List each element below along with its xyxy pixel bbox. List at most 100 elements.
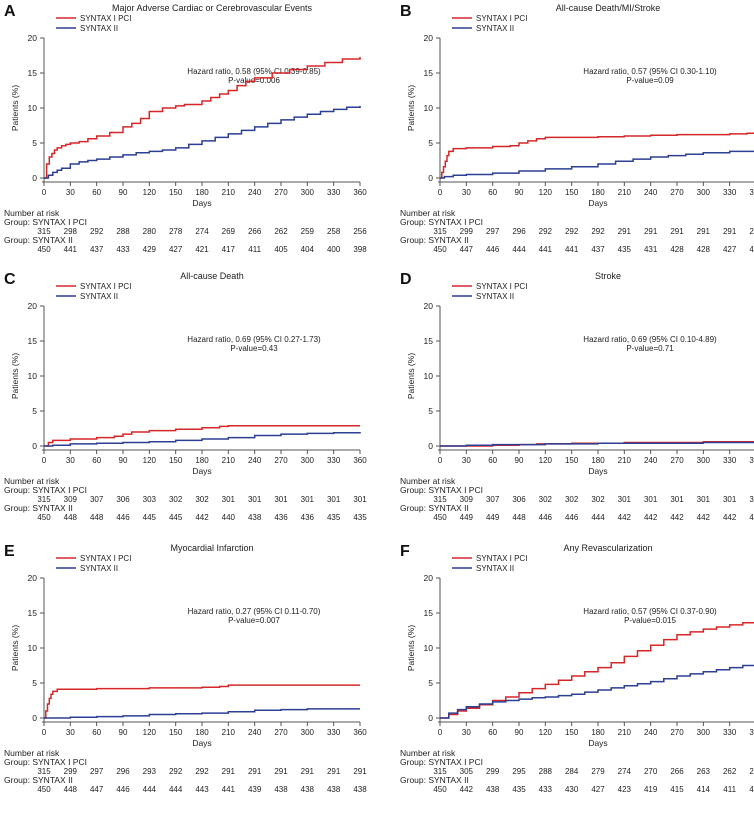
risk-count-syntax2: 442 — [644, 513, 658, 522]
risk-count-syntax2: 438 — [301, 785, 315, 794]
x-tick-label: 60 — [488, 728, 497, 737]
risk-count-syntax2: 444 — [512, 245, 526, 254]
hazard-ratio-text: Hazard ratio, 0.69 (95% CI 0.10-4.89) — [583, 335, 717, 344]
risk-count-syntax2: 438 — [327, 785, 341, 794]
y-tick-label: 5 — [32, 678, 37, 688]
x-tick-label: 90 — [119, 456, 128, 465]
risk-group-pci: Group: SYNTAX I PCI — [400, 757, 483, 767]
risk-count-pci: 301 — [723, 495, 737, 504]
x-tick-label: 180 — [195, 188, 209, 197]
panel-c: C All-cause Death 0 5 10 15 20 0 30 60 90 120 150 180… — [4, 271, 367, 522]
risk-count-pci: 301 — [222, 495, 236, 504]
x-tick-label: 30 — [66, 188, 75, 197]
risk-count-pci: 295 — [512, 767, 526, 776]
risk-count-syntax2: 447 — [90, 785, 104, 794]
risk-count-pci: 291 — [274, 767, 288, 776]
y-tick-label: 20 — [28, 573, 38, 583]
x-tick-label: 330 — [723, 728, 737, 737]
y-tick-label: 0 — [32, 173, 37, 183]
risk-count-pci: 291 — [248, 767, 262, 776]
risk-count-pci: 292 — [90, 227, 104, 236]
risk-count-syntax2: 449 — [486, 513, 500, 522]
x-tick-label: 150 — [565, 728, 579, 737]
x-tick-label: 240 — [644, 728, 658, 737]
x-tick-label: 270 — [274, 456, 288, 465]
risk-count-syntax2: 443 — [195, 785, 209, 794]
y-tick-label: 0 — [428, 173, 433, 183]
risk-count-pci: 307 — [486, 495, 500, 504]
x-tick-label: 300 — [301, 728, 315, 737]
risk-count-syntax2: 423 — [618, 785, 632, 794]
x-tick-label: 270 — [670, 188, 684, 197]
km-curve-syntax2 — [440, 441, 754, 447]
km-curve-syntax2 — [44, 708, 360, 719]
x-tick-label: 30 — [462, 728, 471, 737]
x-tick-label: 360 — [353, 728, 367, 737]
panel-letter: E — [4, 543, 15, 560]
y-tick-label: 0 — [32, 441, 37, 451]
risk-count-pci: 302 — [539, 495, 553, 504]
risk-count-syntax2: 427 — [723, 245, 737, 254]
risk-table-title: Number at risk — [4, 208, 60, 218]
risk-count-syntax2: 441 — [565, 245, 579, 254]
risk-count-syntax2: 428 — [670, 245, 684, 254]
risk-count-pci: 258 — [327, 227, 341, 236]
risk-count-syntax2: 450 — [37, 785, 51, 794]
x-tick-label: 270 — [274, 728, 288, 737]
risk-count-pci: 297 — [486, 227, 500, 236]
x-tick-label: 0 — [42, 456, 47, 465]
risk-count-syntax2: 449 — [460, 513, 474, 522]
risk-count-pci: 305 — [460, 767, 474, 776]
x-tick-label: 210 — [618, 728, 632, 737]
risk-count-syntax2: 438 — [353, 785, 367, 794]
risk-count-syntax2: 450 — [433, 513, 447, 522]
y-axis-label: Patients (%) — [406, 353, 416, 399]
chart-title: Myocardial Infarction — [170, 543, 253, 553]
risk-count-pci: 301 — [618, 495, 632, 504]
risk-count-syntax2: 445 — [143, 513, 157, 522]
risk-count-pci: 279 — [591, 767, 605, 776]
x-tick-label: 330 — [327, 728, 341, 737]
km-curve-syntax2 — [44, 105, 361, 179]
y-tick-label: 0 — [428, 441, 433, 451]
x-tick-label: 300 — [301, 188, 315, 197]
risk-count-pci: 298 — [64, 227, 78, 236]
risk-count-syntax2: 446 — [539, 513, 553, 522]
risk-count-syntax2: 427 — [169, 245, 183, 254]
risk-count-syntax2: 442 — [723, 513, 737, 522]
x-tick-label: 90 — [515, 728, 524, 737]
panel-letter: D — [400, 271, 412, 288]
risk-count-pci: 309 — [460, 495, 474, 504]
risk-count-pci: 302 — [591, 495, 605, 504]
risk-group-pci: Group: SYNTAX I PCI — [4, 485, 87, 495]
x-tick-label: 360 — [749, 188, 754, 197]
hazard-ratio-text: Hazard ratio, 0.27 (95% CI 0.11-0.70) — [188, 607, 321, 616]
panel-letter: B — [400, 3, 412, 20]
legend-label-syntax2: SYNTAX II — [476, 24, 514, 33]
risk-count-syntax2: 428 — [697, 245, 711, 254]
y-tick-label: 10 — [28, 103, 38, 113]
x-tick-label: 180 — [591, 188, 605, 197]
risk-count-pci: 274 — [618, 767, 632, 776]
risk-group-syntax2: Group: SYNTAX II — [4, 775, 73, 785]
km-curve-pci — [44, 684, 360, 719]
x-tick-label: 60 — [488, 188, 497, 197]
risk-count-pci: 259 — [301, 227, 315, 236]
risk-count-syntax2: 444 — [143, 785, 157, 794]
x-tick-label: 120 — [143, 728, 157, 737]
risk-count-syntax2: 421 — [195, 245, 209, 254]
chart-title: Stroke — [595, 271, 621, 281]
risk-count-pci: 263 — [697, 767, 711, 776]
risk-count-syntax2: 431 — [644, 245, 658, 254]
y-tick-label: 20 — [424, 573, 434, 583]
y-tick-label: 20 — [424, 301, 434, 311]
y-tick-label: 15 — [424, 608, 434, 618]
p-value-text: P-value=0.71 — [626, 344, 674, 353]
x-tick-label: 300 — [697, 728, 711, 737]
risk-count-pci: 280 — [143, 227, 157, 236]
risk-count-syntax2: 436 — [274, 513, 288, 522]
x-tick-label: 90 — [119, 188, 128, 197]
risk-count-pci: 262 — [274, 227, 288, 236]
risk-count-pci: 274 — [195, 227, 209, 236]
x-tick-label: 180 — [591, 456, 605, 465]
